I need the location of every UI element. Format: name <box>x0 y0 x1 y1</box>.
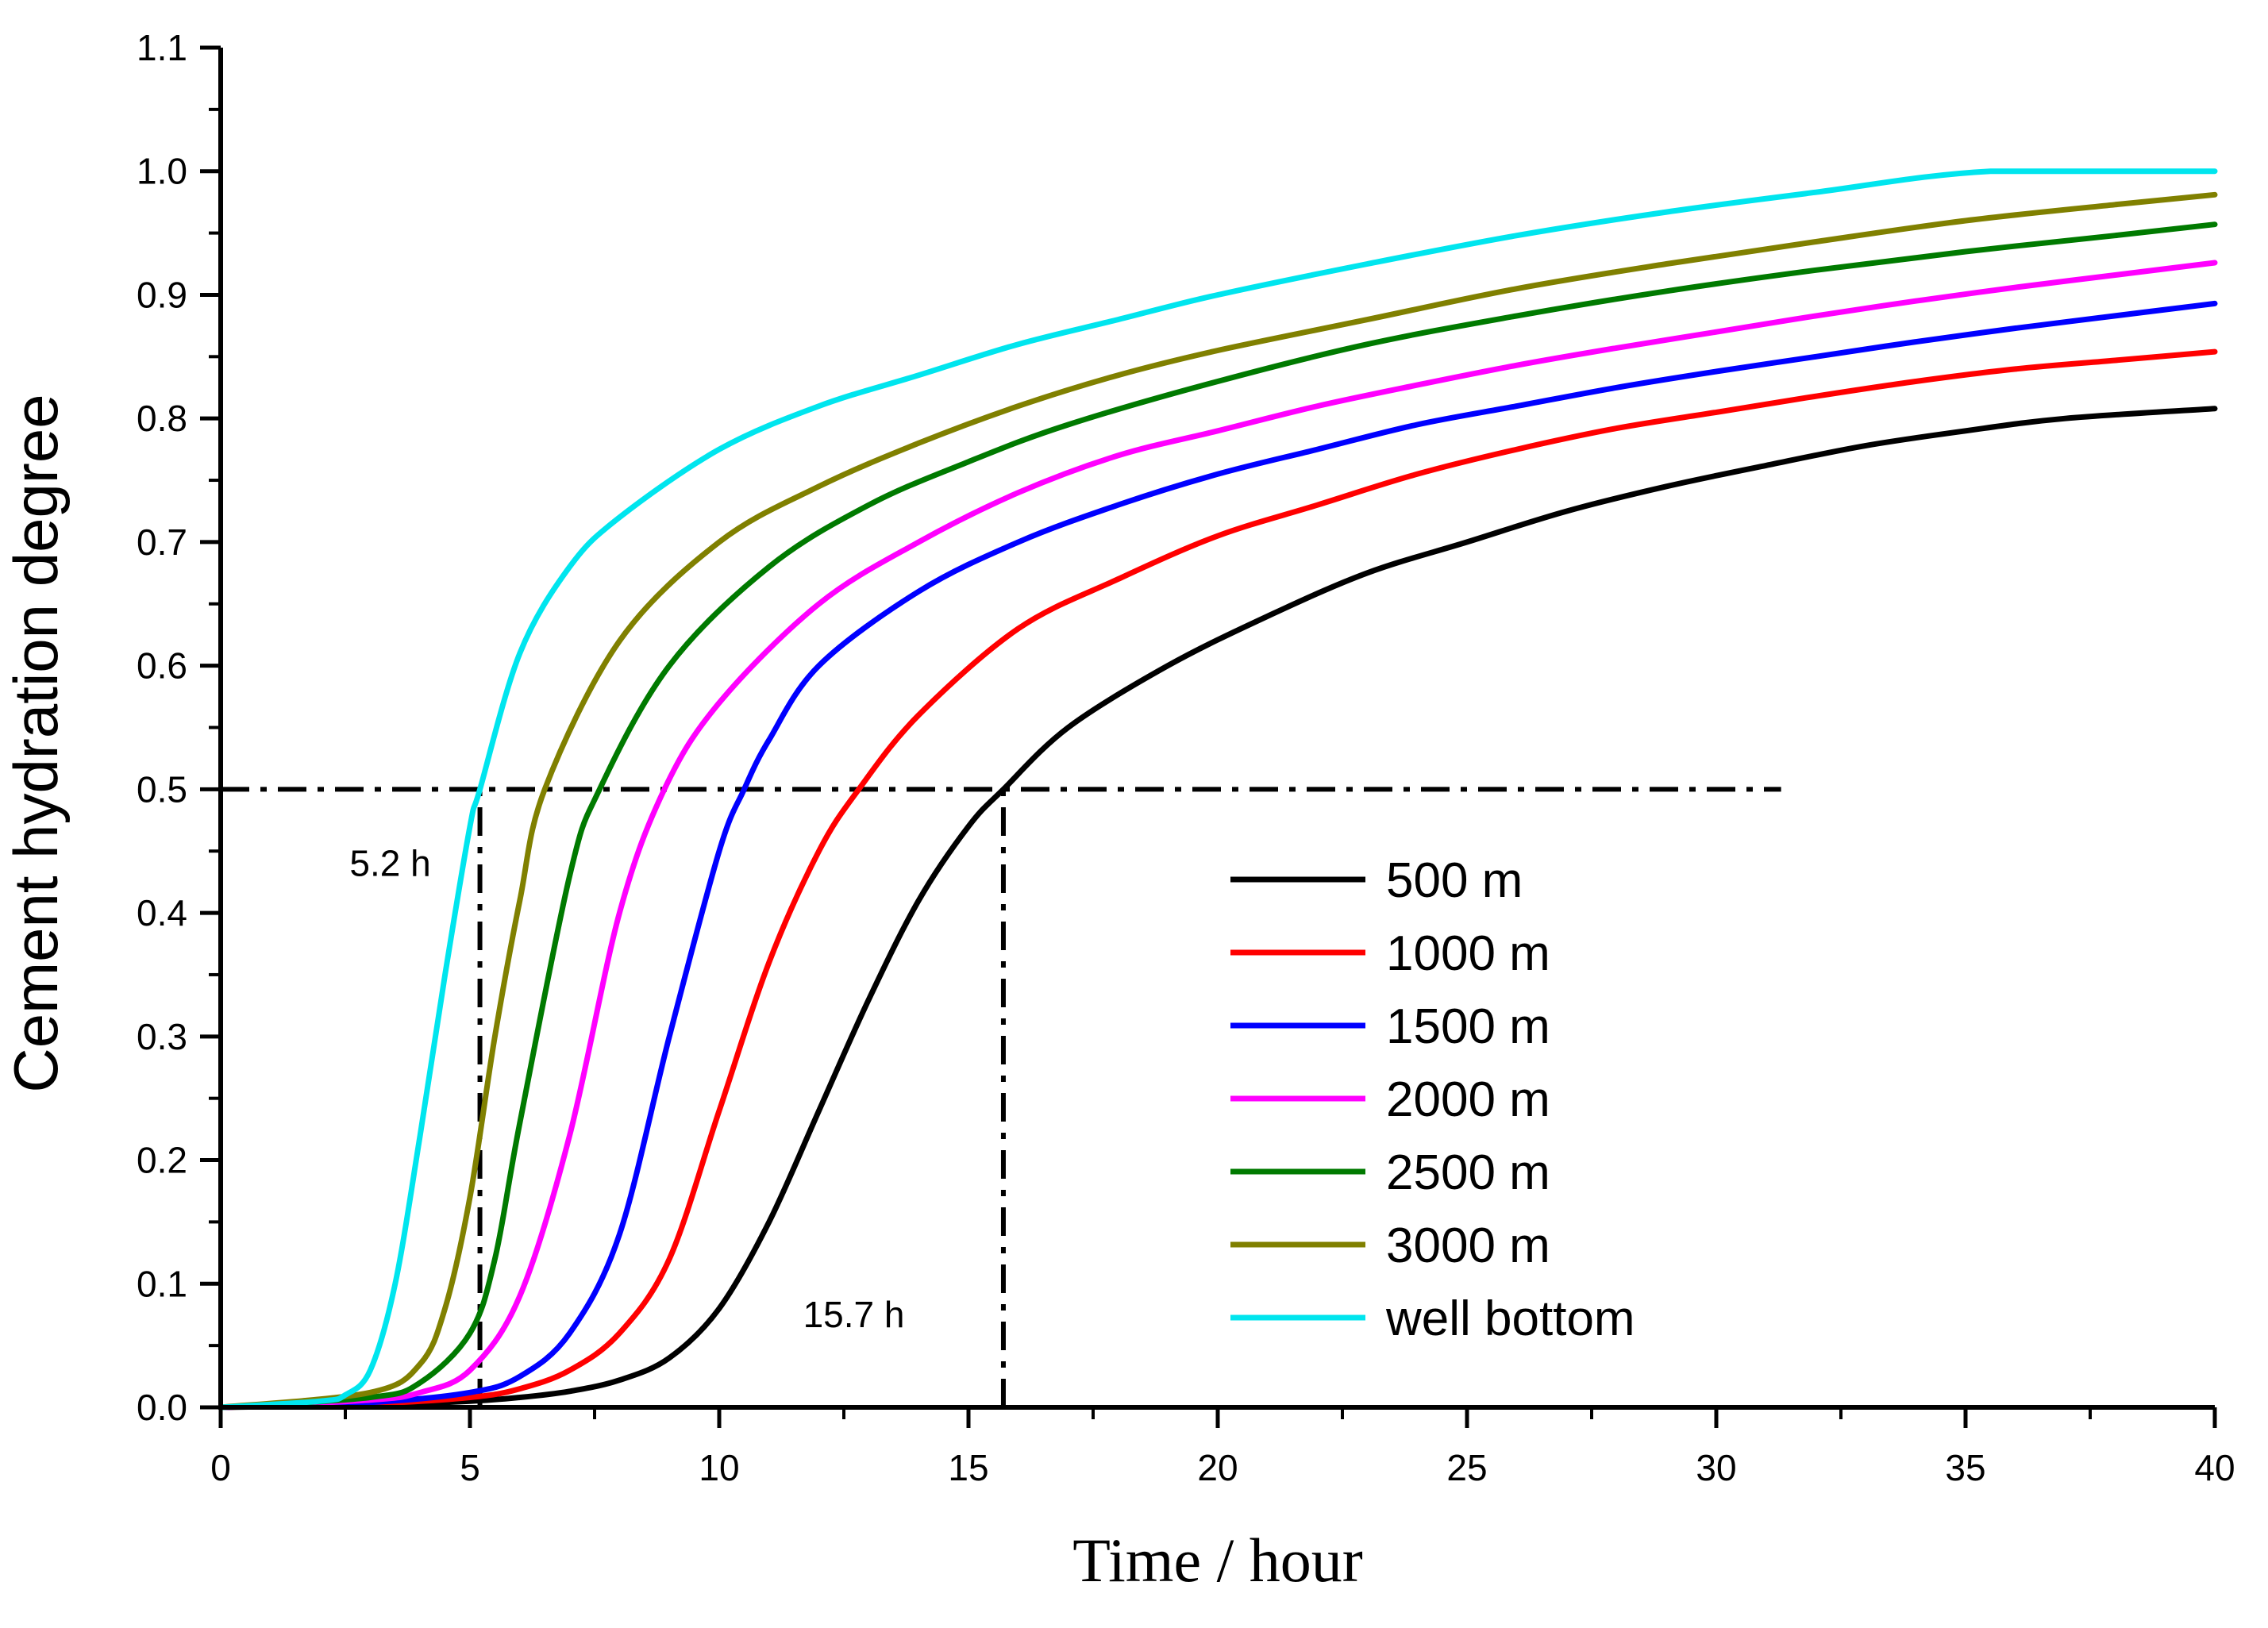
annot-15-7-h: 15.7 h <box>803 1294 905 1335</box>
y-axis-title: Cement hydration degree <box>1 394 71 1092</box>
y-tick-label: 0.2 <box>137 1140 187 1181</box>
x-tick-label: 10 <box>699 1447 739 1488</box>
x-tick-label: 35 <box>1945 1447 1985 1488</box>
y-tick-label: 0.6 <box>137 645 187 687</box>
y-tick-label: 1.1 <box>137 27 187 68</box>
x-tick-label: 5 <box>460 1447 480 1488</box>
annot-5-2-h: 5.2 h <box>349 842 430 883</box>
y-tick-label: 0.4 <box>137 892 187 933</box>
x-tick-label: 15 <box>948 1447 988 1488</box>
legend: 500 m 1000 m 1500 m 2000 m 2500 m 3000 m well … <box>1230 853 1635 1346</box>
y-tick-label: 0.8 <box>137 398 187 439</box>
series-line-3000-m <box>218 191 2218 1411</box>
y-tick-label: 0.1 <box>137 1263 187 1304</box>
series-line-2500-m <box>218 221 2218 1411</box>
x-tick-label: 25 <box>1446 1447 1487 1488</box>
reference-lines <box>221 787 1781 1407</box>
y-tick-label: 1.0 <box>137 151 187 192</box>
x-axis-title: Time / hour <box>1072 1526 1363 1595</box>
series-line-2000-m <box>218 260 2218 1411</box>
legend-label: 1000 m <box>1386 926 1550 981</box>
axes: 0 5 10 15 20 25 30 35 40 0.0 0.1 0.2 0.3 0.4 0.5 0.6 0.7… <box>1 27 2235 1595</box>
x-tick-label: 30 <box>1696 1447 1736 1488</box>
y-tick-label: 0.3 <box>137 1016 187 1057</box>
y-tick-label: 0.5 <box>137 768 187 810</box>
series-line-1500-m <box>218 300 2218 1411</box>
x-tick-label: 40 <box>2194 1447 2235 1488</box>
y-tick-label: 0.9 <box>137 274 187 315</box>
x-tick-label: 0 <box>210 1447 231 1488</box>
annotations: 5.2 h 15.7 h <box>349 842 904 1334</box>
series-line-1000-m <box>218 348 2218 1411</box>
legend-label: 2500 m <box>1386 1145 1550 1200</box>
legend-label: 2000 m <box>1386 1072 1550 1127</box>
x-tick-label: 20 <box>1197 1447 1238 1488</box>
series-line-500-m <box>218 406 2218 1411</box>
series-line-well-bottom <box>218 168 2218 1411</box>
y-tick-label: 0.7 <box>137 521 187 563</box>
y-tick-label: 0.0 <box>137 1387 187 1428</box>
legend-label: 1500 m <box>1386 999 1550 1054</box>
legend-label: well bottom <box>1385 1291 1635 1346</box>
series-group <box>218 168 2218 1411</box>
legend-label: 500 m <box>1386 853 1523 908</box>
legend-label: 3000 m <box>1386 1218 1550 1273</box>
